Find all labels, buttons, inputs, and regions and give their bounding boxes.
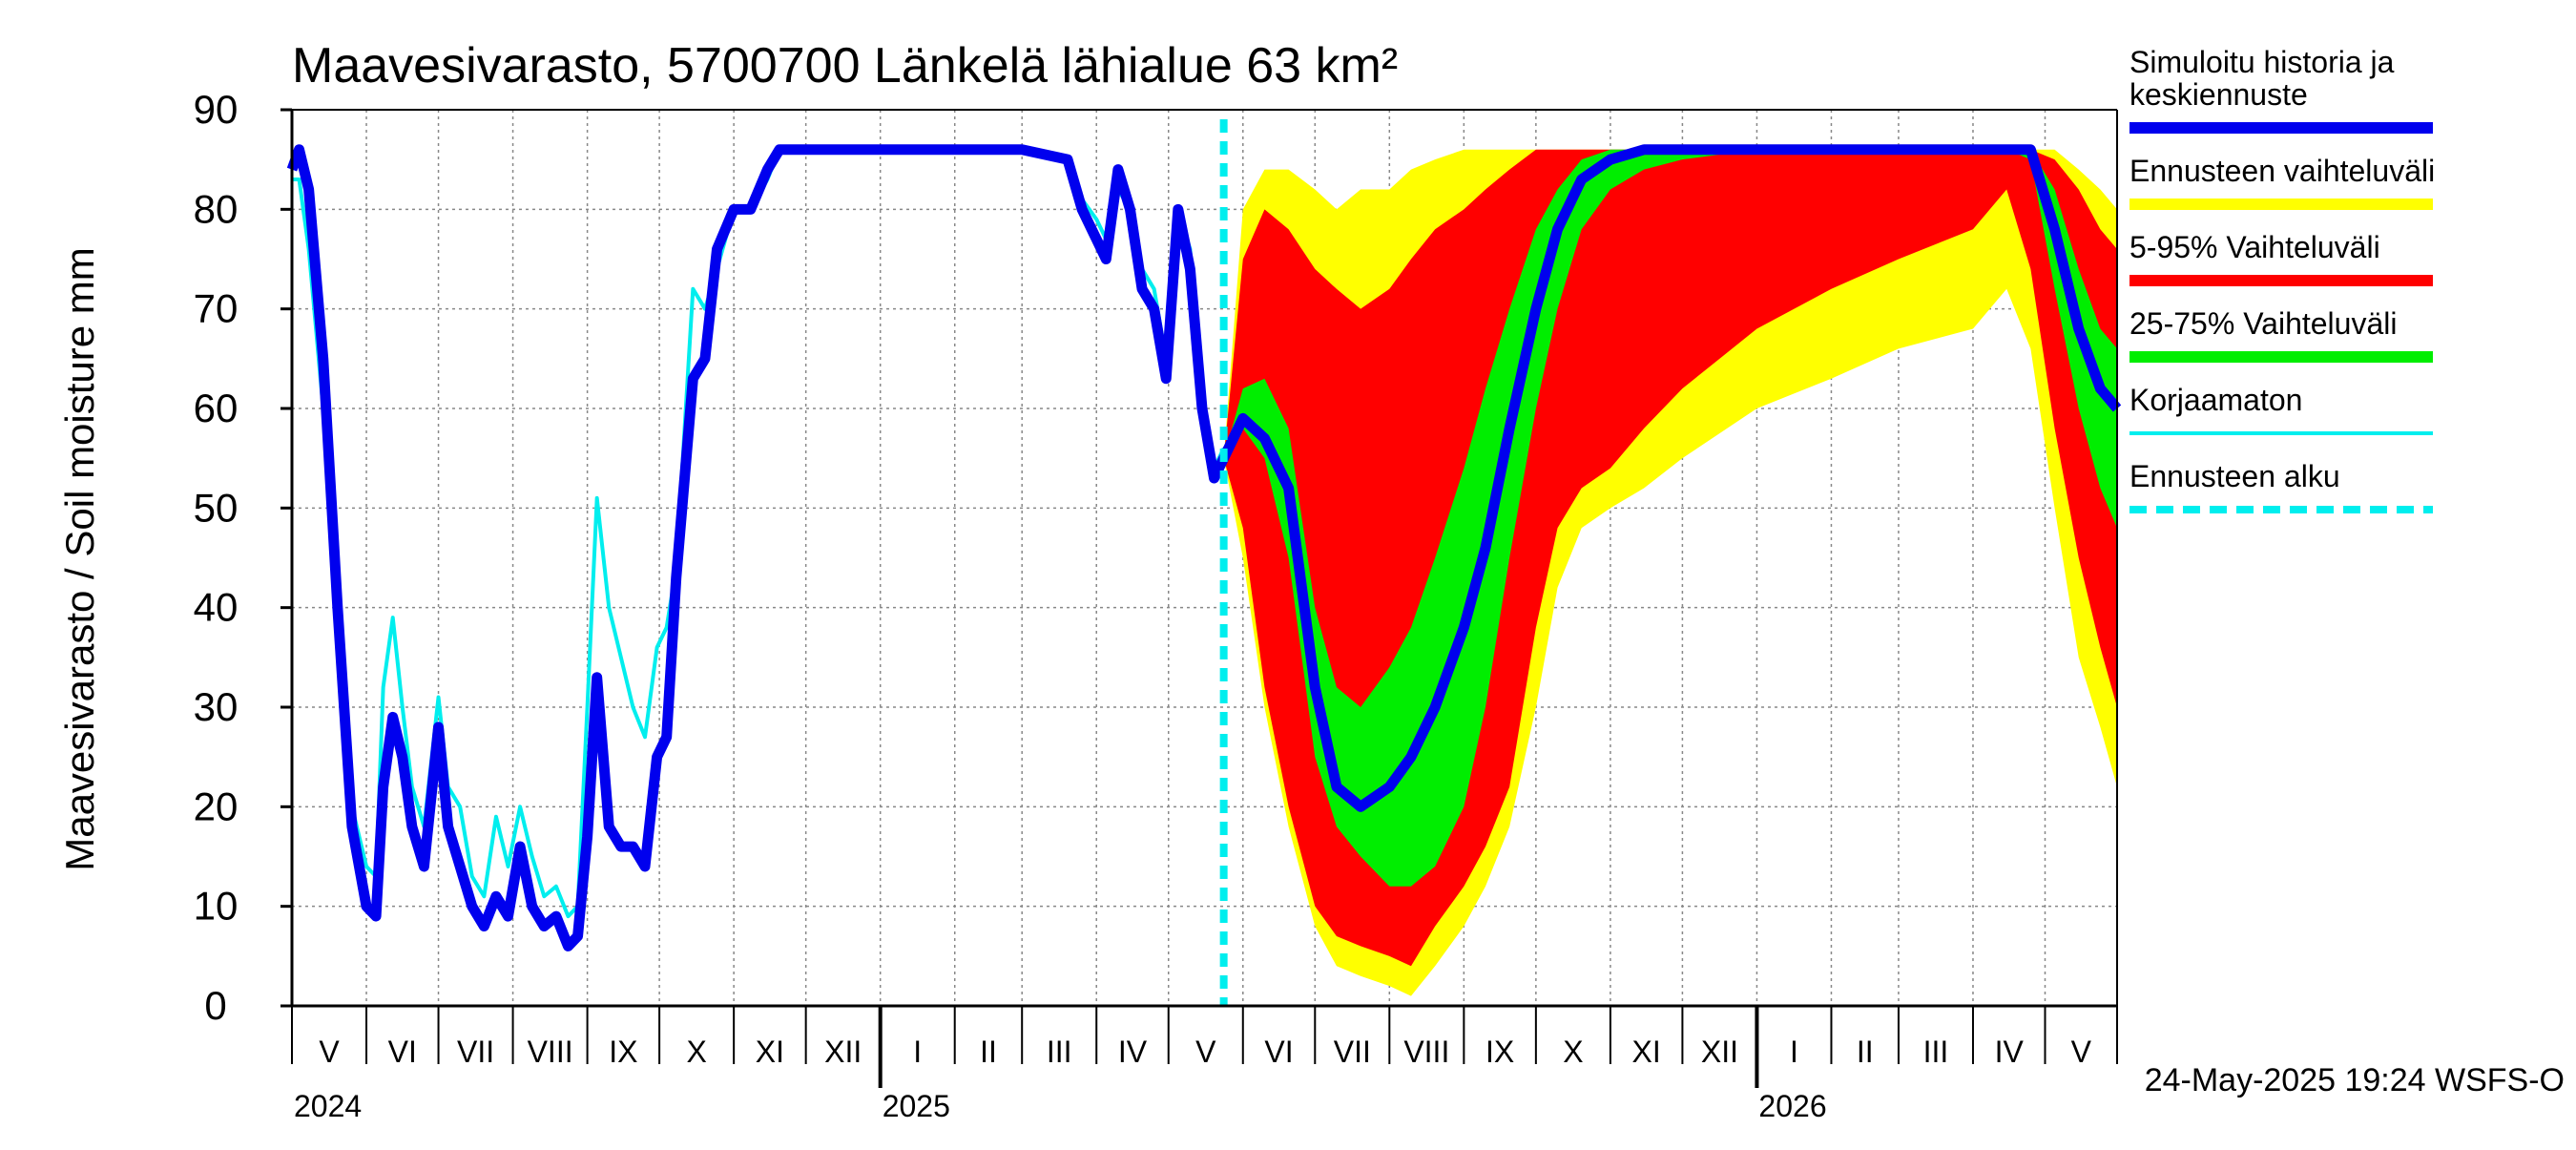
legend-label: 5-95% Vaihteluväli xyxy=(2129,230,2380,264)
y-tick-label: 0 xyxy=(204,983,226,1028)
timestamp-label: 24-May-2025 19:24 WSFS-O xyxy=(2145,1062,2565,1098)
legend-label: Ennusteen alku xyxy=(2129,459,2340,493)
y-tick-label: 50 xyxy=(194,485,239,530)
month-label: IV xyxy=(1118,1035,1148,1069)
y-tick-label: 30 xyxy=(194,684,239,729)
month-label: IV xyxy=(1995,1035,2025,1069)
month-label: XII xyxy=(824,1035,862,1069)
history-series-line xyxy=(286,144,1229,951)
month-label: II xyxy=(1857,1035,1874,1069)
month-label: X xyxy=(686,1035,706,1069)
month-label: V xyxy=(2071,1035,2092,1069)
month-label: VII xyxy=(457,1035,494,1069)
month-label: V xyxy=(1195,1035,1216,1069)
y-axis-label: Maavesivarasto / Soil moisture mm xyxy=(57,247,102,871)
y-tick-label: 40 xyxy=(194,585,239,630)
month-label: I xyxy=(1790,1035,1798,1069)
month-label: III xyxy=(1923,1035,1949,1069)
month-label: I xyxy=(913,1035,922,1069)
month-label: VIII xyxy=(528,1035,573,1069)
month-label: X xyxy=(1563,1035,1583,1069)
month-label: II xyxy=(980,1035,997,1069)
legend-label: Ennusteen vaihteluväli xyxy=(2129,154,2435,188)
month-label: VI xyxy=(1264,1035,1293,1069)
legend-item: Ennusteen alku xyxy=(2129,459,2433,513)
month-label: VIII xyxy=(1403,1035,1449,1069)
month-label: III xyxy=(1047,1035,1072,1069)
legend-item: 5-95% Vaihteluväli xyxy=(2129,230,2433,286)
month-label: VI xyxy=(388,1035,417,1069)
month-label: V xyxy=(319,1035,340,1069)
month-label: XI xyxy=(1632,1035,1661,1069)
y-tick-label: 80 xyxy=(194,186,239,231)
legend-label: Simuloitu historia ja xyxy=(2129,45,2395,79)
legend-label: 25-75% Vaihteluväli xyxy=(2129,306,2397,341)
y-tick-label: 90 xyxy=(194,87,239,132)
year-label: 2024 xyxy=(294,1089,362,1123)
year-label: 2025 xyxy=(883,1089,950,1123)
month-label: VII xyxy=(1334,1035,1371,1069)
legend-item: Ennusteen vaihteluväli xyxy=(2129,154,2435,210)
legend-label: Korjaamaton xyxy=(2129,383,2302,417)
year-label: 2026 xyxy=(1758,1089,1826,1123)
month-label: IX xyxy=(1485,1035,1514,1069)
month-label: XII xyxy=(1701,1035,1738,1069)
y-tick-label: 20 xyxy=(194,784,239,828)
legend-item: Korjaamaton xyxy=(2129,383,2433,435)
forecast-median-line xyxy=(1218,144,2122,812)
y-tick-label: 10 xyxy=(194,884,239,929)
legend-item: 25-75% Vaihteluväli xyxy=(2129,306,2433,363)
y-tick-label: 70 xyxy=(194,286,239,331)
chart-title: Maavesivarasto, 5700700 Länkelä lähialue… xyxy=(292,38,1398,94)
legend-label: keskiennuste xyxy=(2129,77,2308,112)
forecast-25-75-band xyxy=(1223,149,2117,887)
y-tick-label: 60 xyxy=(194,386,239,430)
month-label: IX xyxy=(609,1035,637,1069)
month-label: XI xyxy=(756,1035,784,1069)
